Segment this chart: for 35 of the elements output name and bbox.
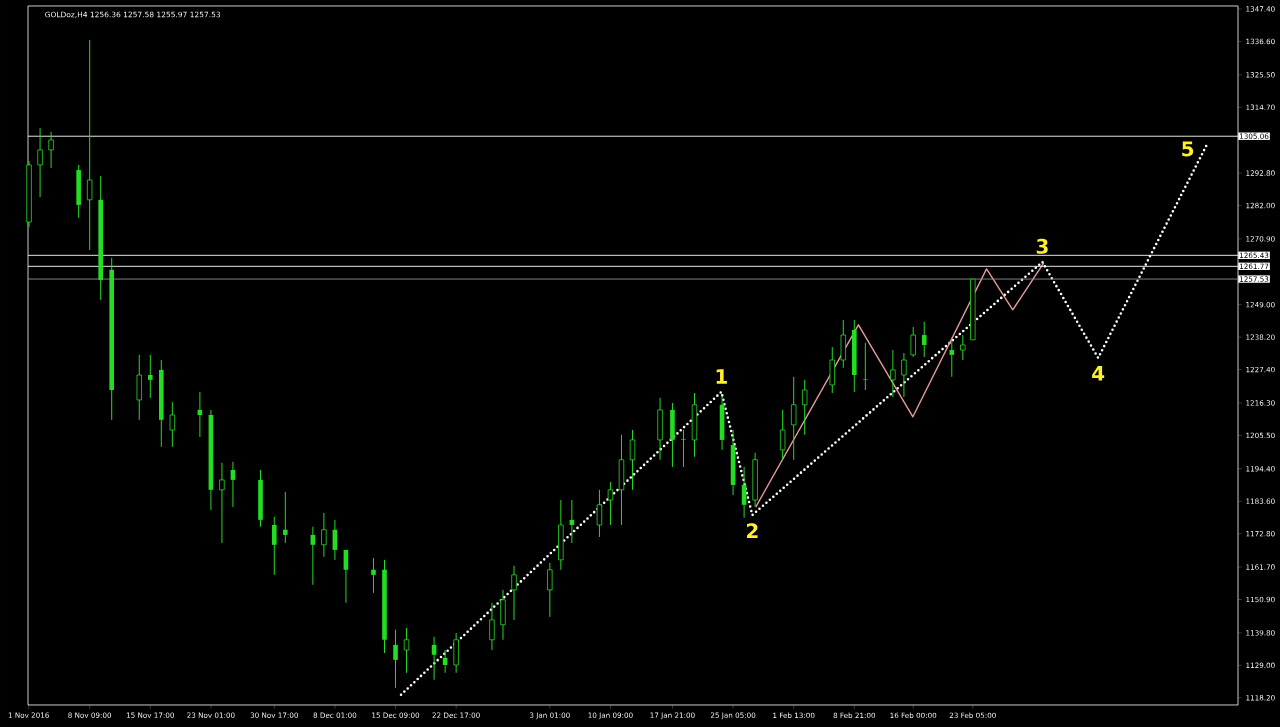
candlestick <box>321 512 327 558</box>
candlestick <box>921 321 927 358</box>
candlestick <box>779 409 786 461</box>
candlestick <box>48 131 54 169</box>
candlestick <box>547 562 553 618</box>
candlestick <box>403 627 410 674</box>
candlestick <box>219 462 225 544</box>
candlestick <box>511 565 517 621</box>
candlestick <box>901 352 907 398</box>
candlestick <box>949 339 955 378</box>
candlestick <box>37 127 43 198</box>
candlestick <box>629 429 636 491</box>
candlestick <box>910 326 916 358</box>
annotation: 4 <box>1092 366 1105 381</box>
candlestick <box>489 602 495 651</box>
candlestick <box>960 334 966 361</box>
candlestick <box>681 429 686 468</box>
candlestick <box>169 401 176 448</box>
candlestick <box>890 349 896 398</box>
candlestick <box>393 629 398 689</box>
candlestick <box>282 491 288 544</box>
candlestick <box>596 489 603 538</box>
candlestick <box>790 376 797 461</box>
annotation: 3 <box>1036 238 1048 254</box>
candlestick <box>607 481 614 526</box>
candlestick <box>863 342 868 391</box>
candlestick <box>802 379 808 436</box>
candlestick <box>86 39 93 251</box>
annotation: 5 <box>1182 141 1194 157</box>
candlestick <box>371 557 376 594</box>
candlestick <box>271 516 277 576</box>
candlestick <box>147 354 153 399</box>
annotation: 1 <box>716 369 727 384</box>
annotation: 2 <box>747 523 758 539</box>
line-series <box>755 262 1045 508</box>
